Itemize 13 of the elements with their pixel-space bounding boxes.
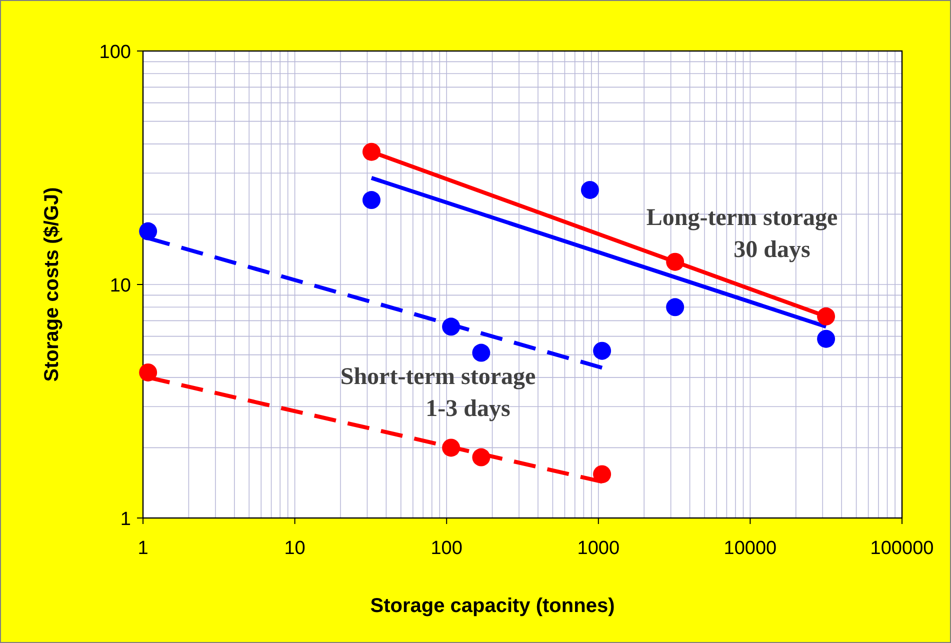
x-tick-label: 100 <box>430 538 462 559</box>
y-tick-label: 1 <box>120 509 131 530</box>
x-tick-label: 1 <box>138 538 148 559</box>
y-tick-label: 100 <box>99 42 131 63</box>
y-tick-label: 10 <box>110 276 131 296</box>
x-axis-title: Storage capacity (tonnes) <box>370 595 615 617</box>
x-tick-label: 1000 <box>577 538 620 559</box>
x-tick-label: 10 <box>284 538 306 559</box>
annotation: Long-term storage 30 days <box>646 205 838 263</box>
x-tick-label: 100000 <box>870 538 934 559</box>
y-axis-title: Storage costs ($/GJ) <box>41 187 63 382</box>
annotation: Short-term storage 1-3 days <box>340 364 536 422</box>
x-tick-label: 10000 <box>724 538 777 559</box>
